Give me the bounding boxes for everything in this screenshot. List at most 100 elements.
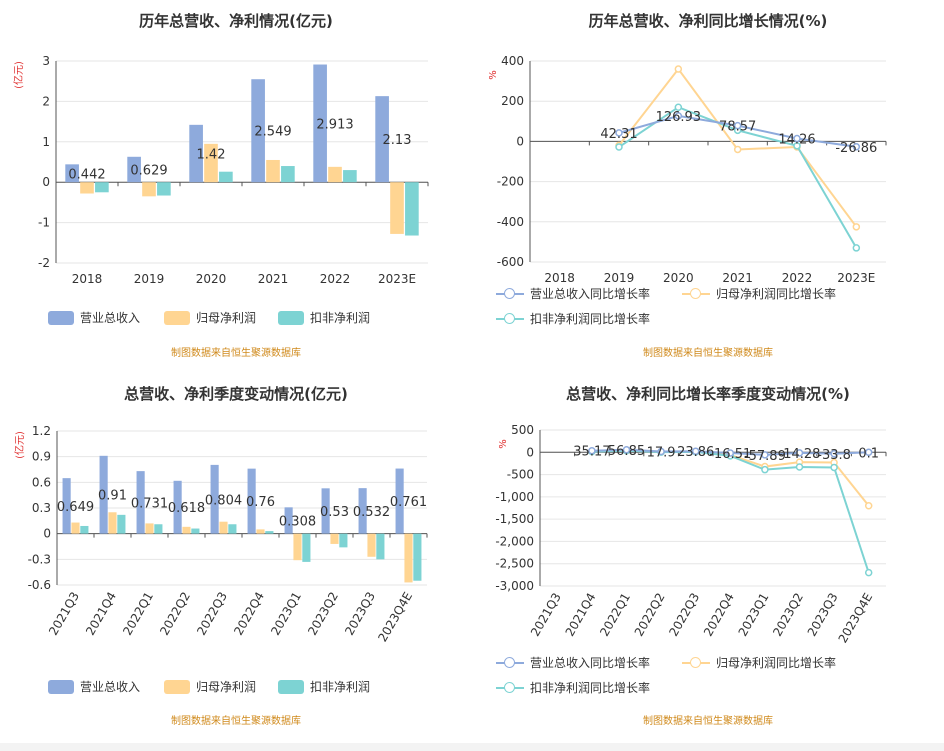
quarterly-growth-panel: 总营收、净利同比增长率季度变动情况(%) 500 0 -500 -1,000 -1,50… <box>472 372 944 744</box>
legend-swatch <box>48 679 74 694</box>
data-source-note: 制图数据来自恒生聚源数据库 <box>171 348 301 359</box>
bar-deducted-profit <box>405 182 419 236</box>
bar-parent-profit <box>145 523 154 534</box>
x-tick-label: 2021 <box>258 272 289 286</box>
data-label: 0.629 <box>130 163 167 178</box>
bar-parent-profit <box>80 182 94 194</box>
series-point <box>830 463 838 472</box>
data-label: 0.731 <box>131 496 168 511</box>
y-axis-unit-label: % <box>498 439 509 449</box>
series-point <box>852 223 861 231</box>
y-tick-label: -2,500 <box>495 557 534 571</box>
x-tick-label: 2022 <box>320 272 351 286</box>
series-point <box>615 129 623 137</box>
legend-item-parent-profit[interactable]: 归母净利润 <box>164 678 256 695</box>
x-tick-label: 2018 <box>544 271 575 285</box>
series-point <box>864 502 873 510</box>
bar-parent-profit <box>219 521 228 534</box>
legend-item-parent-profit[interactable]: 归母净利润 <box>164 309 256 326</box>
bar-revenue <box>375 96 389 183</box>
series-point <box>852 244 861 252</box>
data-label: -14.28 <box>779 447 821 462</box>
data-label: 0.1 <box>858 446 879 461</box>
legend-line-symbol <box>496 681 524 695</box>
data-label: 0.761 <box>390 495 427 510</box>
series-point <box>726 449 735 457</box>
data-label: 2.913 <box>316 117 353 132</box>
legend-item-revenue-growth[interactable]: 营业总收入同比增长率 <box>496 285 650 302</box>
data-label: 35.17 <box>573 445 610 460</box>
legend-item-deducted-growth[interactable]: 扣非净利润同比增长率 <box>496 310 650 327</box>
legend-item-revenue[interactable]: 营业总收入 <box>48 309 140 326</box>
data-source-note: 制图数据来自恒生聚源数据库 <box>171 716 301 727</box>
x-tick-label: 2022 <box>782 271 813 285</box>
legend-swatch <box>278 310 304 325</box>
bar-revenue <box>136 471 145 534</box>
bar-revenue <box>321 488 330 534</box>
data-label: 2.549 <box>254 125 291 140</box>
data-label: 56.85 <box>608 444 645 459</box>
legend-label: 扣非净利润同比增长率 <box>530 312 651 326</box>
series-point <box>588 446 596 455</box>
bar-deducted-profit <box>157 182 171 196</box>
legend-item-parent-growth[interactable]: 归母净利润同比增长率 <box>682 285 836 302</box>
data-source-note: 制图数据来自恒生聚源数据库 <box>643 716 773 727</box>
series-point <box>830 450 838 458</box>
data-source-note: 制图数据来自恒生聚源数据库 <box>643 348 773 359</box>
legend-item-revenue-growth[interactable]: 营业总收入同比增长率 <box>496 654 650 671</box>
data-label: 0.618 <box>168 501 205 516</box>
data-label: 17.9 <box>647 445 676 460</box>
x-tick-label: 2019 <box>134 272 165 286</box>
series-point <box>674 103 683 111</box>
y-tick-label: -500 <box>507 468 534 482</box>
annual-bar-chart: 3 2 1 0 -1 -2 (亿元) 2018 2019 2020 2021 2022 2023E 0.4… <box>12 54 429 286</box>
legend-item-deducted-growth[interactable]: 扣非净利润同比增长率 <box>496 679 650 696</box>
bar-revenue <box>99 455 108 534</box>
bar-deducted-profit <box>219 171 233 183</box>
y-tick-label: -0.3 <box>28 552 51 566</box>
legend-item-revenue[interactable]: 营业总收入 <box>48 678 140 695</box>
bar-parent-profit <box>182 526 191 534</box>
series-point <box>674 65 683 73</box>
y-tick-label: 1 <box>42 135 50 149</box>
y-tick-label: -400 <box>497 215 524 229</box>
chart-title: 历年总营收、净利同比增长情况(%) <box>588 12 828 30</box>
bar-parent-profit <box>204 143 218 183</box>
legend-item-deducted-profit[interactable]: 扣非净利润 <box>278 309 370 326</box>
chart-legend: 营业总收入同比增长率 归母净利润同比增长率 扣非净利润同比增长率 <box>472 372 944 744</box>
quarterly-chart-panel: 总营收、净利季度变动情况(亿元) 1.2 0.9 0.6 0.3 0 -0.3 -0.6 (亿… <box>0 372 472 744</box>
chart-title: 历年总营收、净利情况(亿元) <box>139 12 333 30</box>
y-tick-label: 0 <box>526 445 534 459</box>
series-point <box>795 449 804 457</box>
legend-label: 归母净利润同比增长率 <box>716 287 837 301</box>
bar-deducted-profit <box>302 533 311 562</box>
x-tick-label: 2018 <box>72 272 103 286</box>
y-tick-label: 400 <box>501 54 524 68</box>
data-label: -16.51 <box>709 447 751 462</box>
y-tick-label: -200 <box>497 175 524 189</box>
legend-item-parent-growth[interactable]: 归母净利润同比增长率 <box>682 654 836 671</box>
bar-parent-profit <box>367 533 376 557</box>
bar-revenue <box>284 507 293 534</box>
y-tick-label: 0 <box>42 175 50 189</box>
bar-deducted-profit <box>191 528 200 534</box>
bar-revenue <box>395 468 404 534</box>
y-tick-label: -1 <box>38 216 50 230</box>
legend-label: 扣非净利润 <box>310 680 371 694</box>
bar-revenue <box>247 468 256 534</box>
x-tick-label: 2021 <box>722 271 753 285</box>
y-tick-label: 0.6 <box>32 475 51 489</box>
y-tick-label: 500 <box>511 423 534 437</box>
x-tick-label: 2020 <box>663 271 694 285</box>
legend-line-symbol <box>496 312 524 326</box>
bar-deducted-profit <box>95 182 109 193</box>
legend-swatch <box>164 679 190 694</box>
y-tick-label: 0.3 <box>32 501 51 515</box>
data-label: 0.532 <box>353 505 390 520</box>
series-point <box>733 121 742 130</box>
legend-line-symbol <box>682 656 710 670</box>
bar-revenue <box>65 164 79 183</box>
legend-item-deducted-profit[interactable]: 扣非净利润 <box>278 678 370 695</box>
y-tick-label: 3 <box>42 54 50 68</box>
data-label: -26.86 <box>835 141 877 156</box>
